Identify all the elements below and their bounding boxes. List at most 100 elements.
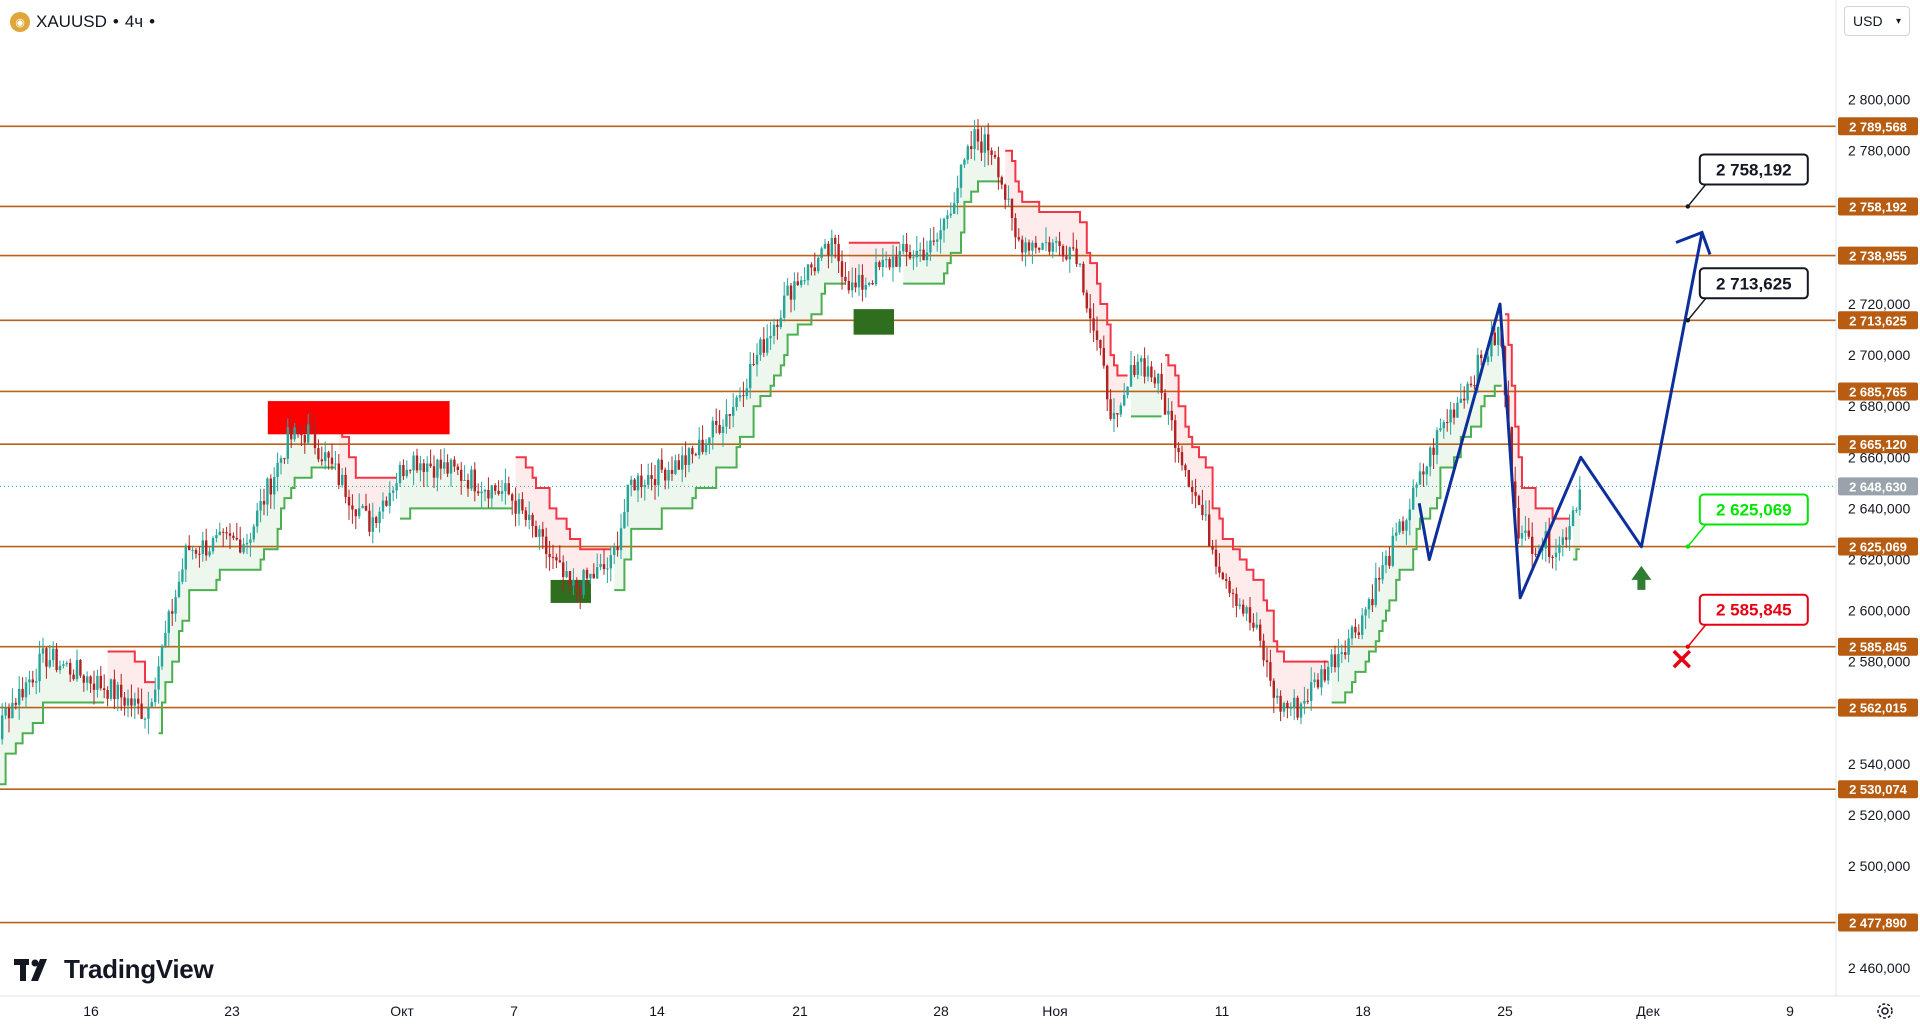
- candle[interactable]: [109, 678, 113, 701]
- candle[interactable]: [1361, 607, 1364, 640]
- candle[interactable]: [92, 670, 96, 705]
- candle[interactable]: [1191, 480, 1194, 505]
- candle[interactable]: [477, 483, 480, 497]
- candle[interactable]: [130, 684, 133, 717]
- candle[interactable]: [1133, 356, 1136, 378]
- candle[interactable]: [504, 468, 507, 505]
- candle[interactable]: [517, 493, 521, 526]
- candle[interactable]: [1548, 517, 1551, 564]
- candle[interactable]: [500, 479, 504, 502]
- candle[interactable]: [494, 483, 497, 495]
- candle[interactable]: [650, 462, 653, 491]
- candle[interactable]: [1449, 402, 1452, 435]
- trailing-stop-line[interactable]: [1331, 384, 1502, 704]
- candle[interactable]: [1248, 596, 1252, 631]
- candle[interactable]: [310, 411, 313, 435]
- candle[interactable]: [307, 413, 310, 445]
- candle[interactable]: [531, 512, 534, 538]
- candle[interactable]: [7, 703, 11, 733]
- candle[interactable]: [1412, 479, 1415, 510]
- candle[interactable]: [1123, 383, 1126, 407]
- candle[interactable]: [426, 456, 429, 487]
- candle[interactable]: [779, 310, 782, 330]
- candle[interactable]: [684, 441, 687, 478]
- candle[interactable]: [317, 439, 320, 463]
- candle[interactable]: [58, 660, 62, 674]
- candle[interactable]: [1381, 551, 1384, 584]
- candle[interactable]: [711, 416, 714, 450]
- candle[interactable]: [463, 465, 466, 482]
- candle[interactable]: [1255, 612, 1258, 630]
- candle[interactable]: [1554, 538, 1558, 571]
- candle[interactable]: [1208, 500, 1211, 547]
- candle[interactable]: [402, 459, 405, 481]
- candle[interactable]: [538, 525, 541, 551]
- candle[interactable]: [1051, 238, 1054, 259]
- candle[interactable]: [820, 246, 823, 261]
- candle[interactable]: [868, 281, 871, 287]
- candle[interactable]: [970, 131, 973, 160]
- candle[interactable]: [1140, 355, 1143, 377]
- candle[interactable]: [990, 147, 993, 165]
- candle[interactable]: [1350, 625, 1354, 646]
- candle[interactable]: [1473, 375, 1476, 390]
- candle[interactable]: [1452, 403, 1456, 425]
- candle[interactable]: [167, 609, 170, 646]
- candle[interactable]: [256, 502, 259, 533]
- candle[interactable]: [803, 267, 806, 285]
- candle[interactable]: [1221, 571, 1224, 581]
- candle[interactable]: [1306, 688, 1309, 705]
- candle[interactable]: [636, 472, 640, 503]
- candle[interactable]: [266, 477, 269, 516]
- candle[interactable]: [1405, 518, 1408, 545]
- candle[interactable]: [409, 469, 412, 474]
- candle[interactable]: [443, 448, 446, 474]
- candle[interactable]: [528, 501, 531, 530]
- candle[interactable]: [585, 567, 589, 587]
- price-axis[interactable]: [1836, 0, 1920, 1028]
- candle[interactable]: [449, 458, 453, 487]
- candle[interactable]: [1078, 262, 1082, 268]
- candle[interactable]: [1463, 386, 1466, 409]
- candle[interactable]: [327, 450, 330, 470]
- candle[interactable]: [980, 127, 983, 162]
- candle[interactable]: [1344, 640, 1347, 660]
- candle[interactable]: [745, 378, 748, 400]
- candle[interactable]: [1146, 355, 1150, 382]
- candle[interactable]: [1401, 516, 1405, 535]
- candle[interactable]: [534, 520, 538, 538]
- demand-zone[interactable]: [550, 579, 591, 603]
- candle[interactable]: [184, 543, 187, 582]
- candle[interactable]: [137, 687, 140, 715]
- candle[interactable]: [551, 544, 555, 569]
- candle[interactable]: [1357, 624, 1360, 640]
- candle[interactable]: [439, 449, 442, 480]
- candle[interactable]: [1561, 529, 1564, 557]
- candle[interactable]: [1517, 495, 1520, 545]
- candle[interactable]: [225, 526, 228, 540]
- candle[interactable]: [749, 352, 752, 399]
- candle[interactable]: [79, 658, 82, 679]
- candle[interactable]: [164, 620, 167, 648]
- candle[interactable]: [647, 463, 650, 489]
- trailing-stop-line[interactable]: [515, 456, 611, 551]
- candle[interactable]: [619, 513, 623, 560]
- candle[interactable]: [1313, 672, 1316, 688]
- candle[interactable]: [1384, 550, 1388, 574]
- candle[interactable]: [1187, 469, 1190, 488]
- trailing-stop-line[interactable]: [1165, 354, 1329, 663]
- candle[interactable]: [871, 280, 874, 286]
- candle[interactable]: [1367, 597, 1371, 619]
- candle[interactable]: [1177, 442, 1180, 463]
- candle[interactable]: [1058, 231, 1061, 257]
- candle[interactable]: [24, 676, 28, 709]
- candle[interactable]: [490, 484, 493, 508]
- candle[interactable]: [147, 691, 150, 734]
- candle[interactable]: [653, 464, 657, 500]
- candle[interactable]: [1296, 695, 1299, 721]
- candle[interactable]: [1466, 381, 1469, 404]
- candle[interactable]: [1235, 587, 1238, 618]
- candle[interactable]: [103, 674, 106, 699]
- candle[interactable]: [715, 408, 718, 434]
- candle[interactable]: [395, 472, 398, 499]
